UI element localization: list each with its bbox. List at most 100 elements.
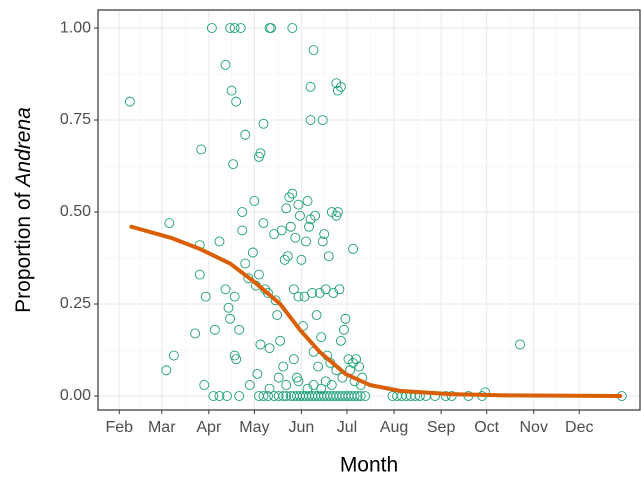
point: [264, 343, 275, 354]
point: [317, 115, 328, 125]
point: [272, 310, 283, 321]
point: [200, 291, 211, 302]
point: [228, 159, 239, 170]
point: [258, 218, 269, 229]
point: [288, 354, 299, 365]
point: [278, 361, 289, 372]
panel: [98, 10, 640, 410]
point: [278, 391, 289, 401]
point: [264, 383, 275, 394]
point: [258, 118, 269, 129]
point: [335, 81, 346, 92]
point: [313, 361, 324, 372]
x-tick-label: Mar: [148, 419, 176, 436]
point: [334, 284, 345, 295]
point: [349, 391, 360, 401]
point: [168, 350, 179, 361]
point: [196, 144, 207, 155]
point: [290, 232, 301, 243]
point: [214, 391, 225, 401]
point: [273, 391, 284, 401]
point: [225, 23, 236, 33]
point: [348, 243, 359, 254]
point: [161, 365, 172, 376]
point: [332, 207, 343, 217]
point: [194, 269, 205, 280]
point: [305, 81, 316, 92]
y-axis-title-italic: Andrena: [12, 107, 35, 188]
point: [266, 23, 277, 33]
point: [307, 288, 318, 298]
point: [302, 196, 313, 206]
point: [308, 380, 319, 390]
point: [231, 96, 242, 107]
point: [263, 288, 273, 298]
point: [281, 203, 292, 214]
point: [310, 210, 321, 221]
point: [247, 247, 258, 258]
point: [240, 129, 251, 140]
point: [316, 332, 327, 343]
point: [235, 23, 246, 33]
point: [275, 335, 286, 346]
point: [287, 23, 298, 33]
point: [209, 324, 220, 335]
point: [301, 236, 311, 247]
point: [288, 284, 299, 295]
point: [294, 210, 305, 221]
point: [340, 313, 351, 324]
point: [332, 85, 343, 96]
point: [226, 85, 237, 96]
point: [281, 380, 292, 390]
point: [237, 207, 248, 217]
point: [287, 188, 298, 199]
point: [285, 221, 296, 232]
point: [252, 368, 263, 379]
point: [249, 196, 260, 206]
point: [351, 354, 362, 365]
point: [223, 302, 234, 313]
y-tick-label: 1.00: [60, 19, 91, 36]
point: [348, 357, 359, 368]
point: [253, 269, 264, 280]
point: [229, 23, 240, 33]
fit-line: [129, 224, 623, 399]
y-axis-title-text: Proportion of: [12, 192, 35, 312]
point: [164, 218, 175, 229]
point: [279, 254, 290, 265]
x-tick-label: Jul: [337, 419, 357, 436]
point: [273, 372, 284, 383]
point: [304, 221, 314, 232]
y-tick-label: 0.50: [60, 203, 91, 220]
point: [515, 339, 526, 350]
x-tick-label: Feb: [105, 419, 133, 436]
point: [234, 391, 245, 401]
point: [308, 45, 319, 56]
point: [263, 391, 273, 401]
point: [296, 254, 307, 265]
point: [255, 339, 266, 350]
y-axis-title: Proportion of Andrena: [12, 107, 35, 313]
point: [360, 391, 371, 401]
point: [231, 354, 242, 365]
point: [270, 295, 281, 306]
point: [328, 288, 339, 298]
y-tick-label: 0.75: [60, 111, 91, 128]
point: [354, 361, 365, 372]
point: [255, 148, 266, 159]
x-tick-label: Aug: [380, 419, 408, 436]
x-tick-label: Sep: [427, 419, 456, 436]
point: [206, 23, 217, 33]
point: [225, 313, 236, 324]
point: [244, 380, 255, 390]
point: [338, 324, 349, 335]
point: [323, 251, 334, 262]
x-tick-label: Apr: [196, 419, 222, 436]
point: [124, 96, 135, 107]
panel-border: [97, 9, 641, 411]
point: [281, 391, 292, 401]
point: [199, 380, 210, 390]
point: [258, 391, 269, 401]
point: [220, 284, 231, 295]
